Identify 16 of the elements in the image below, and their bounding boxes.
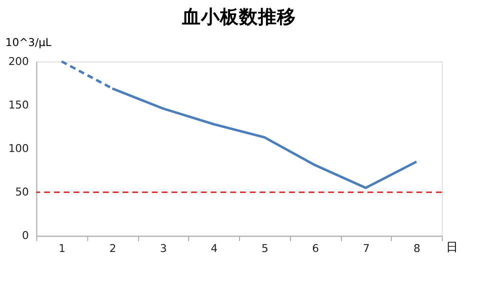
x-tick-label: 4 <box>210 242 218 255</box>
x-axis-title: 日 <box>446 240 458 254</box>
x-tick-label: 3 <box>160 242 167 255</box>
x-tick-label: 1 <box>58 242 66 255</box>
chart-title: 血小板数推移 <box>181 6 296 28</box>
y-tick-label: 100 <box>8 142 30 156</box>
x-tick-label: 8 <box>414 242 421 255</box>
y-axis-title: 10^3/μL <box>5 36 52 50</box>
x-tick-label: 7 <box>362 242 370 255</box>
y-tick-label: 0 <box>22 229 30 242</box>
y-tick-label: 50 <box>15 186 30 199</box>
y-tick-label: 150 <box>8 98 30 112</box>
x-tick-label: 2 <box>109 242 116 255</box>
y-tick-label: 200 <box>8 54 30 68</box>
x-tick-label: 5 <box>261 242 268 255</box>
x-tick-label: 6 <box>312 242 320 255</box>
